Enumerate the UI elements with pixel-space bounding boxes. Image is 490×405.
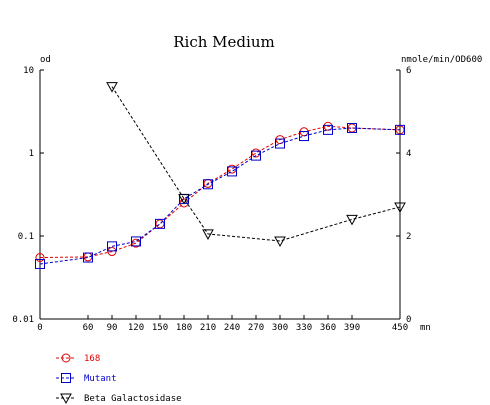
x-tick-label: 210 bbox=[200, 323, 216, 333]
series-beta-galactosidase bbox=[106, 82, 406, 248]
x-tick-label: 60 bbox=[83, 323, 94, 333]
y-left-tick-label: 10 bbox=[23, 66, 34, 76]
x-tick-label: 90 bbox=[107, 323, 118, 333]
y-right-tick-label: 6 bbox=[406, 66, 411, 76]
data-point bbox=[155, 218, 165, 229]
x-tick-label: 450 bbox=[392, 323, 408, 333]
data-point bbox=[107, 247, 117, 257]
x-axis-unit: mn bbox=[420, 323, 431, 333]
data-point bbox=[107, 241, 117, 252]
data-point bbox=[299, 131, 309, 142]
legend-label: Beta Galactosidase bbox=[84, 394, 182, 404]
x-tick-label: 120 bbox=[128, 323, 144, 333]
y-right-tick-label: 4 bbox=[406, 149, 411, 159]
axes: 0 60 90 120 150 180 210 240 270 300 330 360 390 4500.… bbox=[12, 66, 411, 333]
data-point bbox=[274, 236, 286, 248]
legend-label: Mutant bbox=[84, 374, 117, 384]
data-point bbox=[251, 150, 261, 161]
series-168 bbox=[35, 121, 405, 263]
legend-marker bbox=[60, 393, 72, 405]
y-left-tick-label: 0.1 bbox=[18, 232, 34, 242]
data-point bbox=[131, 236, 141, 247]
data-point bbox=[178, 194, 190, 205]
data-point bbox=[155, 219, 165, 229]
legend: 168 Mutant Beta Galactosidase bbox=[56, 353, 182, 405]
series-line bbox=[39, 125, 401, 259]
x-tick-label: 300 bbox=[272, 323, 288, 333]
y-right-tick-label: 2 bbox=[406, 232, 411, 242]
y-left-tick-label: 0.01 bbox=[12, 315, 34, 325]
series-line bbox=[111, 86, 401, 242]
data-point bbox=[35, 253, 45, 263]
legend-label: 168 bbox=[84, 354, 100, 364]
data-point bbox=[323, 124, 333, 135]
legend-marker bbox=[61, 353, 71, 363]
legend-item-168: 168 bbox=[56, 353, 100, 364]
data-point bbox=[202, 229, 214, 240]
data-point bbox=[35, 258, 45, 269]
x-tick-label: 150 bbox=[152, 323, 168, 333]
data-point bbox=[394, 202, 406, 213]
x-tick-label: 330 bbox=[296, 323, 312, 333]
data-point bbox=[395, 124, 405, 135]
x-tick-label: 240 bbox=[224, 323, 240, 333]
data-point bbox=[83, 252, 93, 263]
x-tick-label: 360 bbox=[320, 323, 336, 333]
series-mutant bbox=[35, 123, 405, 269]
legend-item-mutant: Mutant bbox=[56, 373, 117, 384]
data-point bbox=[275, 138, 285, 149]
data-point bbox=[227, 166, 237, 177]
data-point bbox=[203, 179, 213, 190]
x-tick-label: 0 bbox=[37, 323, 42, 333]
data-point bbox=[346, 214, 358, 226]
x-tick-label: 390 bbox=[344, 323, 360, 333]
legend-marker bbox=[61, 373, 71, 383]
x-tick-label: 270 bbox=[248, 323, 264, 333]
legend-item-beta-galactosidase: Beta Galactosidase bbox=[56, 393, 182, 405]
y-right-tick-label: 0 bbox=[406, 315, 411, 325]
chart-title: Rich Medium bbox=[173, 33, 274, 51]
y-left-axis-label: od bbox=[40, 55, 51, 65]
data-point bbox=[347, 123, 357, 134]
y-right-axis-label: nmole/min/OD600 bbox=[401, 55, 482, 65]
y-left-tick-label: 1 bbox=[29, 149, 34, 159]
series-line bbox=[39, 127, 401, 265]
data-point bbox=[106, 82, 118, 93]
plot-area bbox=[35, 82, 406, 269]
x-tick-label: 180 bbox=[176, 323, 192, 333]
